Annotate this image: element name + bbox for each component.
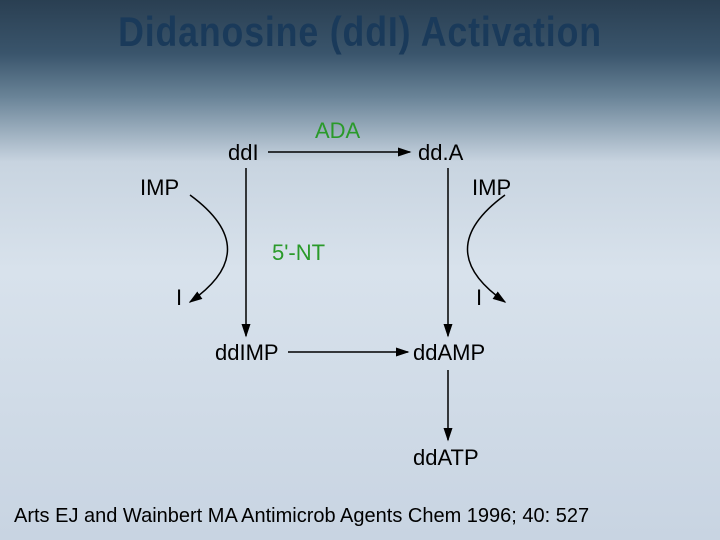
- arc-imp-i-right: [468, 195, 506, 302]
- diagram-svg: [0, 0, 720, 540]
- slide: Didanosine (ddI) Activation ddI dd.A ADA…: [0, 0, 720, 540]
- arc-imp-i-left: [190, 195, 228, 302]
